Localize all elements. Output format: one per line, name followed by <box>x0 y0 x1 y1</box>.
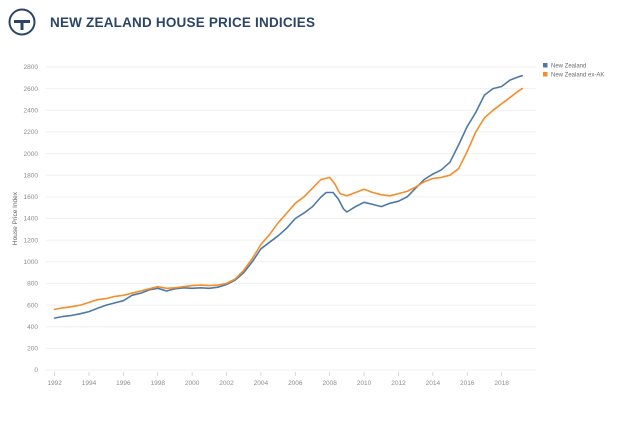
grid-lines <box>46 66 536 371</box>
y-tick-label: 2600 <box>24 86 39 93</box>
y-tick-label: 2400 <box>24 107 39 114</box>
x-tick-label: 1994 <box>82 380 97 387</box>
legend-label: New Zealand <box>551 63 586 69</box>
x-tick-label: 1992 <box>47 380 62 387</box>
y-tick-label: 600 <box>27 302 38 309</box>
y-tick-label: 1800 <box>24 172 39 179</box>
x-tick-label: 2014 <box>426 380 441 387</box>
x-tick-label: 2006 <box>288 380 303 387</box>
y-tick-label: 400 <box>27 324 38 331</box>
y-tick-label: 2200 <box>24 129 39 136</box>
y-tick-label: 1000 <box>24 259 39 266</box>
chart-title: NEW ZEALAND HOUSE PRICE INDICIES <box>50 15 316 30</box>
legend-label: New Zealand ex-AK <box>551 72 604 78</box>
x-tick-label: 2004 <box>254 380 269 387</box>
x-tick-label: 1998 <box>151 380 166 387</box>
x-tick-label: 2018 <box>494 380 509 387</box>
series-line-new-zealand-ex-ak <box>53 87 523 311</box>
y-tick-label: 1600 <box>24 194 39 201</box>
y-tick-label: 200 <box>27 346 38 353</box>
y-tick-label: 2000 <box>24 151 39 158</box>
x-tick-label: 2000 <box>185 380 200 387</box>
y-tick-label: 1200 <box>24 237 39 244</box>
weighing-scale-logo-icon <box>8 8 36 36</box>
x-tick-label: 2010 <box>357 380 372 387</box>
y-tick-label: 2800 <box>24 64 39 71</box>
legend-swatch <box>543 63 548 68</box>
y-tick-label: 800 <box>27 281 38 288</box>
y-axis-label: House Price Index <box>12 191 19 245</box>
series-line-new-zealand <box>53 74 523 319</box>
x-tick-label: 2016 <box>460 380 475 387</box>
axes: 0 200 400 600 800 1000 1200 1400 1600 1800 2000 220… <box>12 64 509 387</box>
x-tick-label: 2012 <box>391 380 406 387</box>
legend: New Zealand New Zealand ex-AK <box>543 63 604 78</box>
y-tick-label: 0 <box>34 367 38 374</box>
x-tick-label: 2008 <box>322 380 337 387</box>
x-tick-label: 2002 <box>219 380 234 387</box>
legend-swatch <box>543 72 548 77</box>
series-lines <box>53 74 523 319</box>
x-tick-label: 1996 <box>116 380 131 387</box>
y-tick-label: 1400 <box>24 216 39 223</box>
